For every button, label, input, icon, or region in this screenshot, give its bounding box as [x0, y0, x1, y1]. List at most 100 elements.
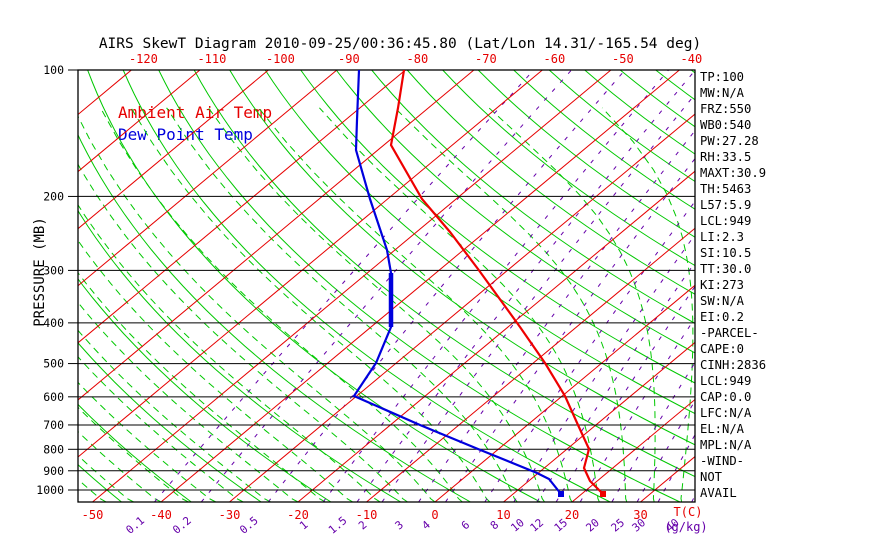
isotherm-line [92, 70, 612, 502]
pressure-tick-label: 200 [43, 189, 64, 203]
top-temp-label: -110 [197, 52, 226, 66]
dry-adiabat-line [87, 70, 541, 502]
stats-line: TP:100 [700, 70, 744, 84]
mixing-ratio-line [657, 433, 695, 502]
pressure-tick-label: 1000 [36, 483, 64, 497]
stats-line: -PARCEL- [700, 326, 759, 340]
mixing-ratio-line [513, 233, 695, 502]
dry-adiabat-line [158, 70, 681, 502]
dry-adiabat-line [442, 70, 695, 267]
pressure-tick-label: 800 [43, 442, 64, 456]
isotherm-line [0, 70, 63, 502]
moist-adiabat-line [258, 107, 573, 502]
bottom-temp-label: 30 [633, 508, 647, 522]
dry-adiabat-line [406, 70, 695, 295]
stats-line: PW:27.28 [700, 134, 759, 148]
stats-line: EL:N/A [700, 422, 745, 436]
isotherm-line [571, 398, 695, 502]
stats-line: LCL:949 [700, 374, 751, 388]
moist-adiabat-line [601, 107, 694, 502]
moist-adiabat-line [78, 454, 134, 502]
pressure-tick-label: 900 [43, 464, 64, 478]
temp-unit-label: T(C) [674, 505, 703, 519]
stats-line: MW:N/A [700, 86, 745, 100]
pressure-tick-label: 700 [43, 418, 64, 432]
isotherm-line [78, 70, 338, 287]
isotherm-line [434, 284, 695, 502]
stats-line: WB0:540 [700, 118, 751, 132]
dry-adiabat-line [193, 70, 695, 478]
bottom-temp-label: 0 [431, 508, 438, 522]
dry-adiabat-line [78, 209, 401, 502]
moist-adiabat-line [78, 500, 80, 502]
mixing-ratio-line [267, 70, 626, 502]
mixing-ratio-line [418, 129, 695, 502]
mixing-ratio-label: 10 [508, 516, 527, 534]
stats-line: L57:5.9 [700, 198, 751, 212]
mixing-ratio-line [356, 70, 695, 502]
isotherm-line [78, 70, 201, 173]
stats-line: TH:5463 [700, 182, 751, 196]
stats-line: SW:N/A [700, 294, 745, 308]
mixing-ratio-label: 20 [583, 516, 602, 534]
stats-line: MPL:N/A [700, 438, 752, 452]
isotherm-line [78, 70, 543, 458]
stats-line: MAXT:30.9 [700, 166, 766, 180]
dry-adiabat-line [371, 70, 695, 324]
mixing-ratio-label: 0.1 [123, 514, 147, 537]
dewpoint-profile-end-marker [558, 491, 564, 497]
isotherm-line [229, 113, 695, 502]
dry-adiabat-line [78, 342, 262, 502]
pressure-tick-label: 600 [43, 390, 64, 404]
page-title: AIRS SkewT Diagram 2010-09-25/00:36:45.8… [98, 36, 702, 52]
legend-dew-point-temp: Dew Point Temp [118, 125, 253, 144]
dry-adiabat-line [229, 70, 695, 446]
stats-line: CAPE:0 [700, 342, 744, 356]
stats-line: KI:273 [700, 278, 744, 292]
mixing-ratio-label: 25 [609, 516, 628, 534]
dry-adiabat-line [300, 70, 695, 384]
moist-adiabat-line [488, 107, 656, 502]
bottom-temp-label: -20 [287, 508, 309, 522]
bottom-temp-label: 10 [496, 508, 510, 522]
stats-line: EI:0.2 [700, 310, 744, 324]
isotherm-line [366, 227, 695, 502]
dewpoint-profile-line [352, 70, 562, 495]
mixing-ratio-label: 12 [528, 516, 547, 534]
moist-adiabat-line [78, 381, 217, 502]
isotherm-line [78, 70, 475, 401]
bottom-temp-label: 20 [565, 508, 579, 522]
moist-adiabat-line [207, 107, 546, 502]
bottom-temp-label: -40 [150, 508, 172, 522]
stats-line: CAP:0.0 [700, 390, 751, 404]
mixing-ratio-label: 6 [459, 518, 472, 532]
pressure-tick-label: 100 [43, 63, 64, 77]
mixing-ratio-label: 3 [393, 518, 406, 532]
dry-adiabat-line [548, 70, 695, 183]
stats-line: LFC:N/A [700, 406, 752, 420]
top-temp-label: -50 [612, 52, 634, 66]
dry-adiabat-line [78, 403, 192, 502]
stats-line: TT:30.0 [700, 262, 751, 276]
mixing-ratio-label: 0.5 [237, 514, 261, 537]
dry-adiabat-line [477, 70, 695, 238]
mixing-unit-label: (g/kg) [664, 520, 707, 534]
stats-line: -WIND- [700, 454, 744, 468]
bottom-temp-label: -30 [219, 508, 241, 522]
moist-adiabat-line [78, 356, 244, 502]
mixing-ratio-line [536, 261, 695, 502]
stats-line: SI:10.5 [700, 246, 751, 260]
moist-adiabat-line [130, 107, 491, 502]
stats-line: LI:2.3 [700, 230, 744, 244]
moist-adiabat-line [78, 203, 381, 502]
pressure-tick-label: 500 [43, 357, 64, 371]
stats-line: RH:33.5 [700, 150, 751, 164]
isotherm-line [503, 341, 695, 502]
pressure-tick-label: 300 [43, 263, 64, 277]
top-temp-label: -70 [475, 52, 497, 66]
isotherm-line [297, 170, 695, 502]
top-temp-label: -80 [407, 52, 429, 66]
stats-line: LCL:949 [700, 214, 751, 228]
